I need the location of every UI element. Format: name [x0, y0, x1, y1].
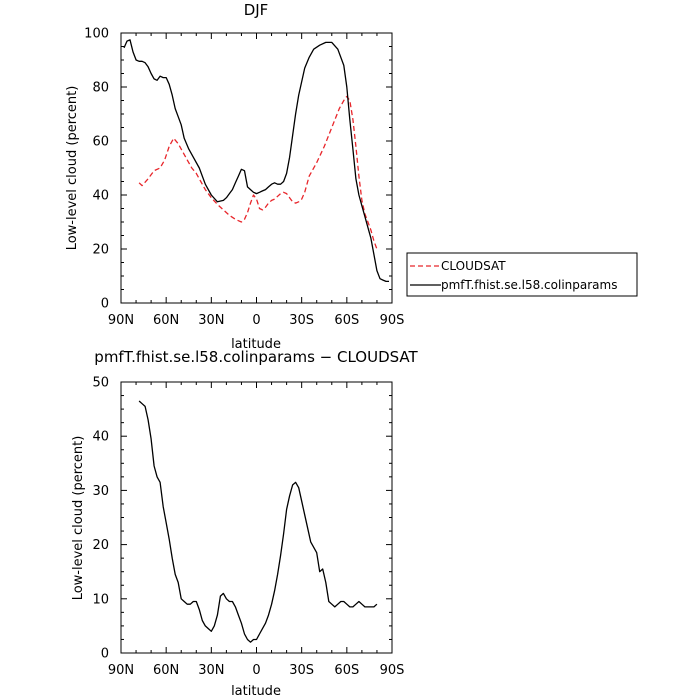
x-tick-label: 90S [380, 313, 405, 328]
chart-title: DJF [244, 1, 269, 19]
plot-frame [120, 32, 393, 304]
chart-title: pmfT.fhist.se.l58.colinparams − CLOUDSAT [94, 348, 418, 366]
y-tick-label: 0 [101, 647, 109, 662]
legend-box [406, 252, 638, 297]
x-tick-label: 60N [153, 663, 179, 678]
y-tick-label: 50 [92, 376, 109, 391]
y-axis: 0 10 20 30 40 50 [92, 376, 392, 662]
legend-label-cloudsat: CLOUDSAT [441, 259, 506, 273]
y-tick-label: 0 [101, 297, 109, 312]
series-line-pmft-fhist-se-l58-colinparams [123, 39, 389, 283]
y-axis-label: Low-level cloud (percent) [71, 436, 86, 601]
y-tick-label: 40 [92, 430, 109, 445]
x-tick-label: 30S [289, 663, 314, 678]
x-tick-label: 0 [252, 663, 260, 678]
series-group [138, 400, 378, 643]
legend-label-model: pmfT.fhist.se.l58.colinparams [441, 278, 617, 292]
y-tick-label: 80 [92, 81, 109, 96]
x-tick-label: 90S [380, 663, 405, 678]
x-axis: 90N 60N 30N 0 30S 60S 90S [108, 33, 405, 328]
y-tick-label: 60 [92, 135, 109, 150]
x-tick-label: 30N [198, 663, 224, 678]
x-axis: 90N 60N 30N 0 30S 60S 90S [108, 382, 405, 678]
y-tick-label: 20 [92, 538, 109, 553]
x-tick-label: 30S [289, 313, 314, 328]
y-axis: 0 20 40 60 80 100 [84, 27, 392, 312]
x-tick-label: 0 [252, 313, 260, 328]
panel-djf: DJF 90N 60N 30N 0 30S 60S 90S 0 20 40 60 80 100 lat… [65, 1, 404, 352]
x-axis-label: latitude [231, 684, 281, 699]
y-tick-label: 20 [92, 243, 109, 258]
y-tick-label: 40 [92, 189, 109, 204]
x-tick-label: 60N [153, 313, 179, 328]
series-line-difference [138, 400, 378, 643]
y-tick-label: 10 [92, 592, 109, 607]
panel-difference: pmfT.fhist.se.l58.colinparams − CLOUDSAT… [71, 348, 419, 699]
y-axis-label: Low-level cloud (percent) [65, 86, 80, 251]
y-tick-label: 100 [84, 27, 109, 42]
series-group [123, 39, 389, 283]
plot-frame [120, 381, 393, 654]
x-tick-label: 60S [334, 663, 359, 678]
x-tick-label: 90N [108, 663, 134, 678]
y-tick-label: 30 [92, 484, 109, 499]
x-tick-label: 60S [334, 313, 359, 328]
series-line-cloudsat [138, 95, 378, 250]
x-tick-label: 30N [198, 313, 224, 328]
x-tick-label: 90N [108, 313, 134, 328]
legend: CLOUDSAT pmfT.fhist.se.l58.colinparams [406, 252, 638, 297]
x-axis-label: latitude [231, 337, 281, 352]
